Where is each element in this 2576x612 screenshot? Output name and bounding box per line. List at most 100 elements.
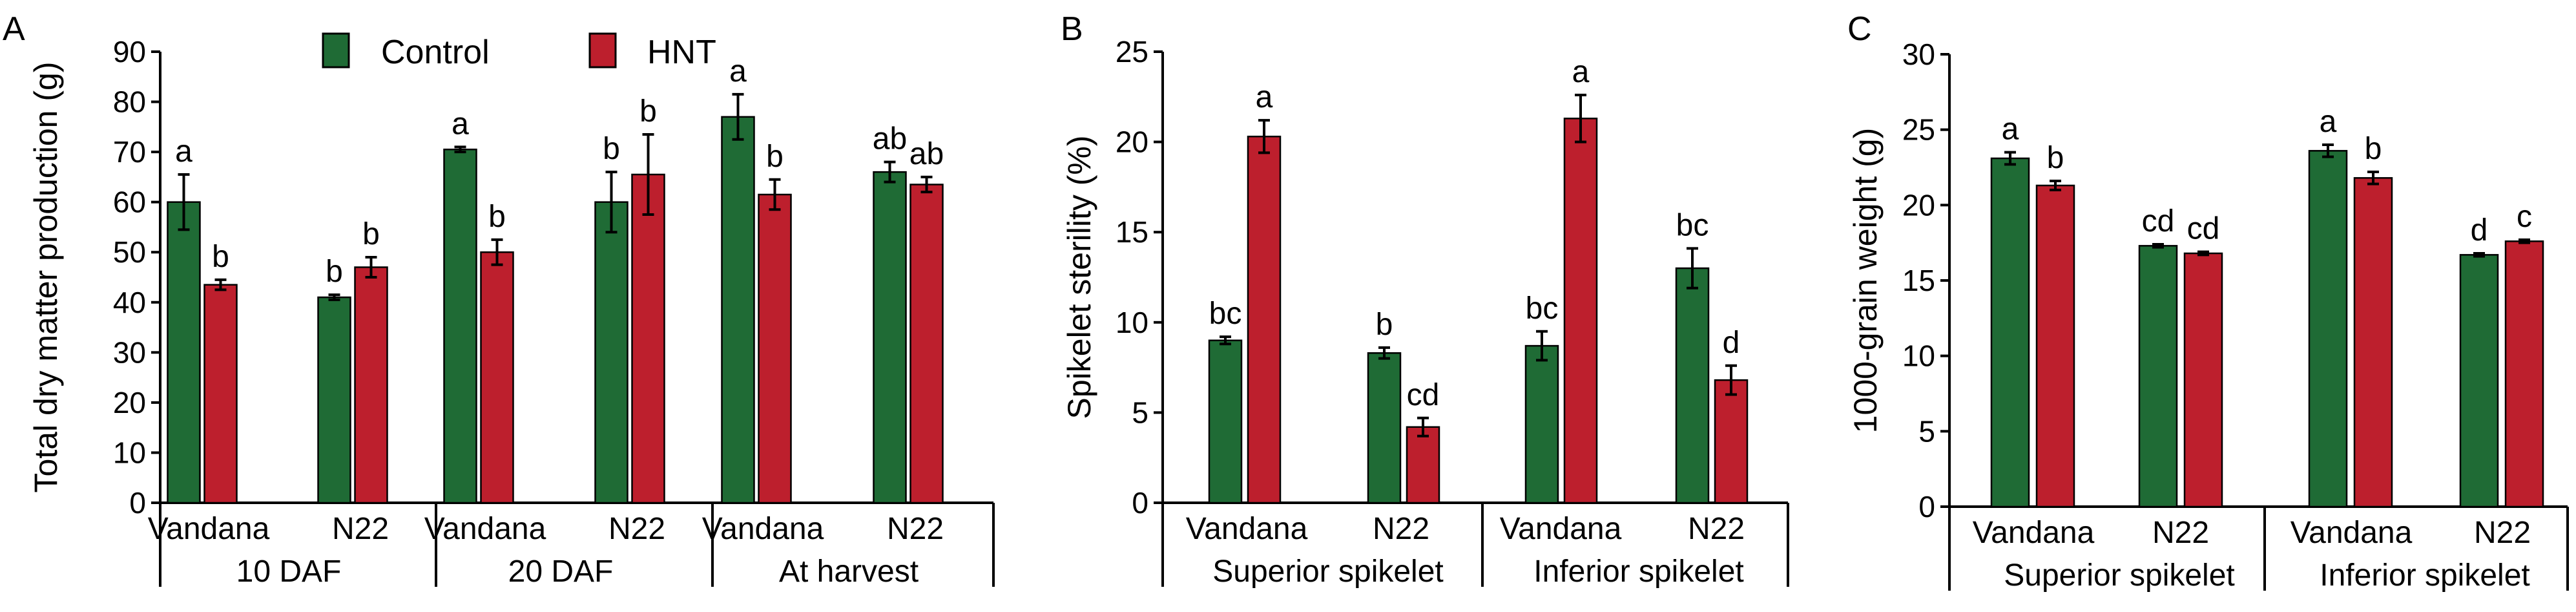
significance-letter: ab — [873, 122, 907, 156]
legend-swatch-control — [322, 32, 350, 69]
significance-letter: bc — [1526, 291, 1559, 326]
panel-a: A 0 10 20 30 40 50 60 70 80 90 Total dry matter pro… — [3, 10, 995, 589]
category-label: N22 — [1688, 512, 1745, 546]
group-label: Inferior spikelet — [1533, 554, 1743, 589]
significance-letter: b — [326, 255, 343, 289]
bar-hnt — [2035, 184, 2075, 508]
bar-control — [317, 296, 351, 504]
group-label: Superior spikelet — [1212, 554, 1444, 589]
bar-hnt — [203, 284, 238, 504]
category-label: N22 — [608, 512, 665, 546]
significance-letter: b — [766, 140, 784, 174]
significance-letter: bc — [1676, 208, 1709, 242]
y-tick-label: 15 — [1902, 264, 1935, 297]
panel-letter: C — [1847, 10, 1872, 48]
bar-control — [167, 201, 201, 504]
y-tick-label: 5 — [1918, 414, 1935, 448]
significance-letter: b — [603, 132, 620, 166]
significance-letter: a — [1256, 80, 1273, 114]
bar-control — [2308, 150, 2348, 508]
bar-control — [1208, 339, 1243, 504]
y-tick-label: 15 — [1116, 215, 1148, 249]
bar-hnt — [2504, 240, 2544, 508]
group-label: Inferior spikelet — [2320, 558, 2529, 593]
significance-letter: c — [2517, 200, 2532, 234]
y-tick-label: 25 — [1116, 35, 1148, 69]
bar-control — [2138, 245, 2178, 508]
y-tick-label: 10 — [1116, 306, 1148, 339]
significance-letter: b — [1376, 308, 1393, 342]
category-label: Vandana — [2290, 516, 2413, 550]
significance-letter: cd — [2187, 212, 2220, 246]
group-label: 10 DAF — [236, 554, 342, 589]
significance-letter: a — [175, 134, 192, 169]
category-label: Vandana — [148, 512, 270, 546]
bar-control — [443, 148, 477, 504]
y-tick-label: 0 — [129, 486, 146, 520]
category-label: Vandana — [1186, 512, 1308, 546]
category-label: Vandana — [1973, 516, 2095, 550]
legend-label-control: Control — [381, 34, 490, 71]
bar-hnt — [354, 266, 388, 504]
bar-hnt — [909, 184, 944, 504]
bar-control — [1675, 267, 1710, 504]
bar-hnt — [480, 251, 514, 504]
group-label: At harvest — [779, 554, 919, 589]
bar-hnt — [1406, 426, 1440, 504]
y-tick-label: 20 — [113, 386, 146, 419]
significance-letter: a — [452, 107, 469, 141]
y-axis-title: Total dry matter production (g) — [28, 62, 64, 493]
category-label: N22 — [2152, 516, 2209, 550]
significance-letter: b — [212, 240, 229, 274]
y-tick-label: 70 — [113, 135, 146, 169]
category-label: N22 — [2474, 516, 2531, 550]
significance-letter: b — [488, 200, 506, 234]
y-tick-label: 0 — [1918, 490, 1935, 523]
bar-hnt — [1563, 118, 1598, 504]
significance-letter: b — [639, 94, 657, 129]
bar-hnt — [631, 173, 665, 504]
significance-letter: a — [2002, 112, 2019, 147]
bar-control — [2459, 254, 2499, 508]
significance-letter: d — [2471, 213, 2488, 248]
bar-hnt — [758, 193, 792, 504]
y-tick-label: 0 — [1132, 486, 1148, 520]
category-label: N22 — [332, 512, 389, 546]
y-tick-label: 30 — [1902, 37, 1935, 71]
y-tick-label: 20 — [1902, 188, 1935, 222]
y-tick-label: 60 — [113, 185, 146, 219]
significance-letter: b — [2365, 132, 2382, 166]
bar-control — [1367, 352, 1402, 504]
significance-letter: cd — [2142, 204, 2175, 238]
bar-hnt — [2183, 252, 2223, 508]
category-label: Vandana — [1500, 512, 1622, 546]
panel-letter: A — [3, 10, 25, 48]
bar-control — [873, 171, 907, 504]
significance-letter: d — [1723, 326, 1740, 360]
legend: Control HNT — [322, 32, 716, 71]
significance-letter: cd — [1407, 378, 1440, 412]
category-label: N22 — [887, 512, 944, 546]
group-label: Superior spikelet — [2004, 558, 2235, 593]
category-label: N22 — [1373, 512, 1429, 546]
significance-letter: a — [1572, 55, 1590, 89]
y-tick-label: 20 — [1116, 125, 1148, 159]
bar-hnt — [2353, 177, 2393, 508]
significance-letter: a — [729, 54, 747, 89]
significance-letter: ab — [909, 137, 944, 171]
y-axis-title: 1000-grain weight (g) — [1847, 128, 1884, 434]
y-tick-label: 30 — [113, 335, 146, 369]
panel-letter: B — [1061, 10, 1083, 48]
y-tick-label: 40 — [113, 286, 146, 319]
category-label: Vandana — [424, 512, 546, 546]
legend-label-hnt: HNT — [647, 34, 716, 71]
legend-swatch-hnt — [588, 32, 617, 69]
y-tick-label: 80 — [113, 85, 146, 119]
bar-control — [594, 201, 628, 504]
significance-letter: b — [2047, 141, 2064, 175]
y-tick-label: 10 — [1902, 339, 1935, 373]
bar-hnt — [1247, 135, 1282, 504]
